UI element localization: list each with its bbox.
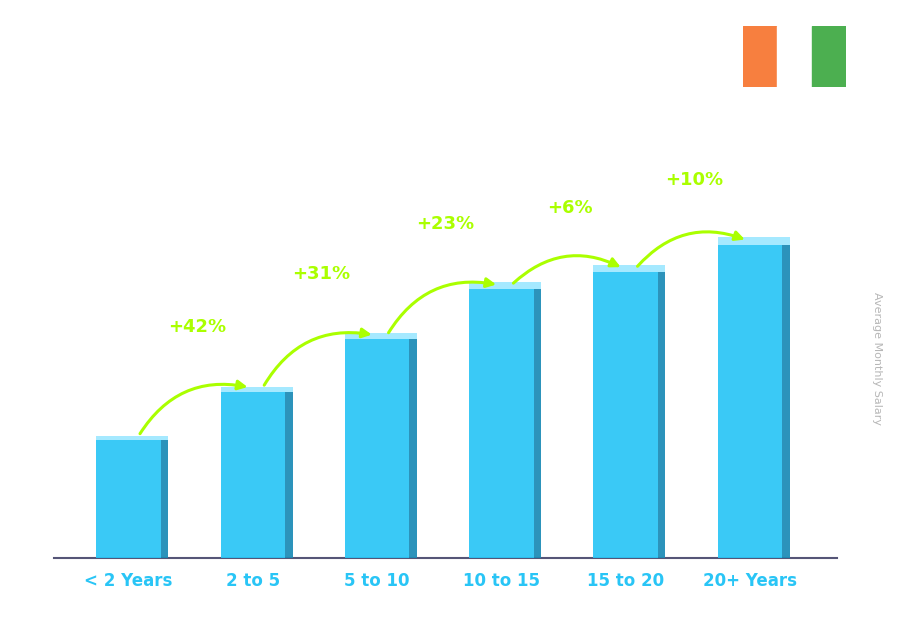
Polygon shape bbox=[534, 289, 541, 558]
Text: 148,000 XOF: 148,000 XOF bbox=[94, 417, 170, 430]
Polygon shape bbox=[96, 440, 161, 558]
Text: +42%: +42% bbox=[168, 318, 226, 336]
Bar bbox=[777, 26, 812, 87]
Polygon shape bbox=[469, 289, 534, 558]
Polygon shape bbox=[345, 339, 410, 558]
Text: +23%: +23% bbox=[417, 215, 474, 233]
Polygon shape bbox=[782, 244, 790, 558]
Polygon shape bbox=[410, 339, 417, 558]
Polygon shape bbox=[345, 333, 417, 339]
Text: 275,000 XOF: 275,000 XOF bbox=[343, 316, 418, 329]
Text: Research Engineer: Research Engineer bbox=[50, 67, 257, 87]
Text: +6%: +6% bbox=[547, 199, 592, 217]
Text: Average Monthly Salary: Average Monthly Salary bbox=[872, 292, 883, 426]
Text: 359,000 XOF: 359,000 XOF bbox=[592, 249, 667, 262]
Text: explorer.com: explorer.com bbox=[450, 612, 550, 627]
Bar bbox=[742, 26, 777, 87]
Polygon shape bbox=[717, 244, 782, 558]
Polygon shape bbox=[717, 237, 790, 244]
Polygon shape bbox=[220, 387, 292, 392]
Polygon shape bbox=[593, 272, 658, 558]
Text: +31%: +31% bbox=[292, 265, 350, 283]
Text: Salary Comparison By Experience: Salary Comparison By Experience bbox=[50, 29, 733, 63]
Text: 338,000 XOF: 338,000 XOF bbox=[468, 266, 543, 279]
Polygon shape bbox=[658, 272, 665, 558]
Polygon shape bbox=[220, 392, 285, 558]
Polygon shape bbox=[285, 392, 292, 558]
Text: 394,000 XOF: 394,000 XOF bbox=[716, 222, 791, 235]
Text: +10%: +10% bbox=[665, 171, 723, 189]
Text: 209,000 XOF: 209,000 XOF bbox=[219, 369, 294, 381]
Bar bbox=[812, 26, 846, 87]
Polygon shape bbox=[96, 436, 168, 440]
Polygon shape bbox=[593, 265, 665, 272]
Text: salary: salary bbox=[398, 612, 450, 627]
Polygon shape bbox=[469, 282, 541, 289]
Polygon shape bbox=[161, 440, 168, 558]
